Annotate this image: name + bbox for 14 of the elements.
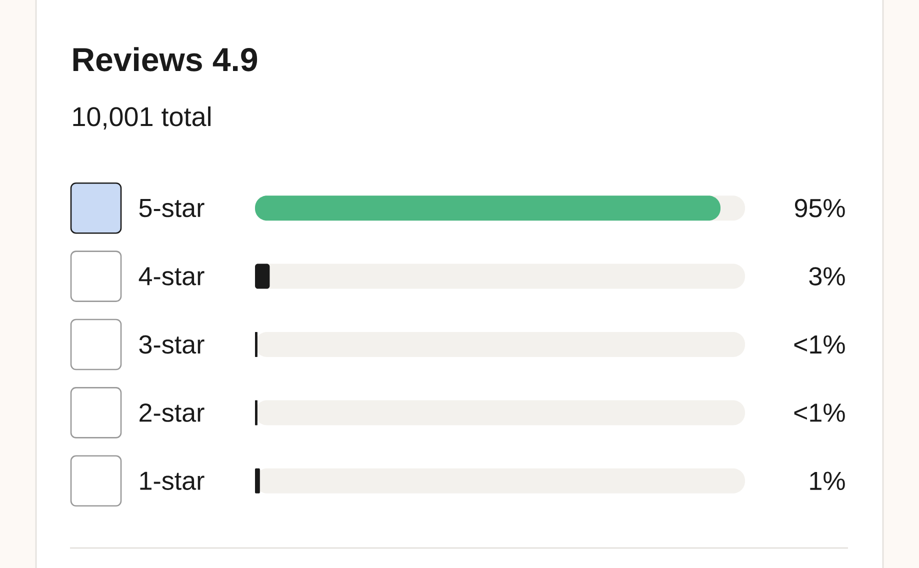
y-tick-label: 1-star — [140, 472, 204, 490]
y-tick-label: 5-star — [139, 199, 204, 218]
y-tick-label: 2-star — [140, 403, 204, 422]
y-tick-label: 4-star — [138, 267, 204, 286]
bar — [255, 468, 260, 494]
data-label: 95% — [794, 198, 845, 218]
data-label: 1% — [810, 472, 845, 490]
data-label: 3% — [809, 267, 845, 286]
data-label: <1% — [794, 404, 845, 422]
bar — [255, 264, 270, 289]
chart-subtitle: 10,001 total — [73, 106, 210, 130]
y-tick-label: 3-star — [139, 335, 204, 354]
chart-title: Reviews 4.9 — [73, 47, 258, 72]
data-label: <1% — [794, 335, 845, 354]
